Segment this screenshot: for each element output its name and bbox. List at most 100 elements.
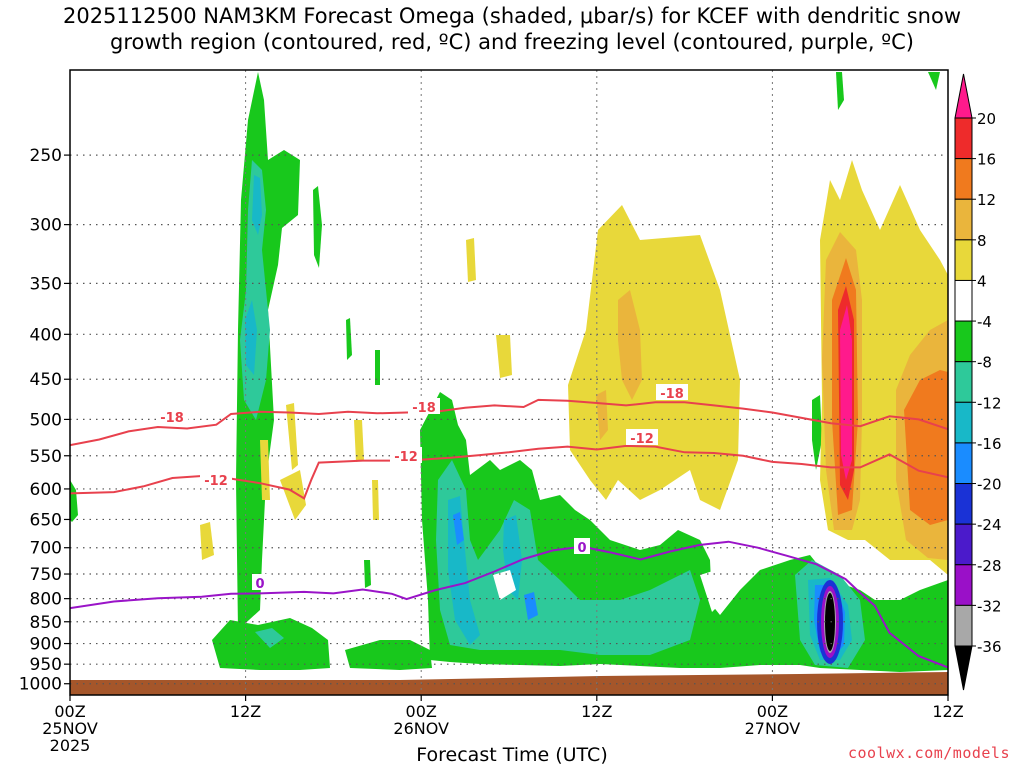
y-tick-label: 650: [30, 510, 62, 530]
colorbar-label: 8: [977, 232, 987, 250]
colorbar-swatch: [954, 361, 973, 403]
credit-text: coolwx.com/models: [847, 744, 1010, 762]
x-axis-label: Forecast Time (UTC): [416, 744, 608, 766]
omega-area-green: [313, 186, 322, 268]
colorbar-swatch: [954, 483, 973, 525]
contour-label: -18: [412, 401, 436, 416]
colorbar-swatch: [954, 73, 973, 119]
y-tick-label: 750: [30, 565, 62, 585]
omega-gap: [493, 570, 516, 600]
colorbar-label: -32: [977, 597, 1002, 615]
contour-line-0: [70, 540, 948, 669]
omega-area-green: [346, 318, 352, 360]
omega-area-blue: [453, 512, 464, 545]
omega-area-yellow: [280, 470, 306, 520]
omega-area-teal: [255, 628, 284, 648]
x-tick-label: 27NOV: [745, 719, 801, 738]
x-tick-label: 2025: [50, 736, 91, 755]
contour-label: -12: [204, 474, 228, 489]
contour-label-bg: [156, 408, 188, 424]
omega-area-yellow: [354, 420, 364, 462]
omega-area-blue: [524, 592, 538, 620]
contour-label: -18: [160, 411, 184, 426]
omega-area-yellow: [372, 480, 379, 520]
omega-area-yellow: [568, 205, 740, 510]
omega-area-green: [70, 480, 78, 522]
omega-shading: [70, 72, 948, 672]
colorbar-label: -4: [977, 313, 992, 331]
y-tick-label: 400: [30, 325, 62, 345]
colorbar-swatch: [954, 645, 973, 691]
contour-label: 0: [577, 541, 586, 556]
colorbar-label: -12: [977, 394, 1002, 412]
colorbar-swatch: [954, 442, 973, 485]
contour-line--18: [70, 398, 948, 447]
x-tick-label: 00Z: [757, 702, 788, 721]
omega-area-cyan: [245, 300, 257, 375]
colorbar-label: -28: [977, 557, 1002, 575]
y-tick-label: 250: [30, 146, 62, 166]
omega-area-green: [345, 640, 432, 670]
omega-area-pink: [840, 305, 852, 480]
omega-area-yellow: [200, 522, 214, 560]
omega-area-teal: [436, 460, 700, 655]
y-tick-label: 600: [30, 480, 62, 500]
contour-label-bg: [200, 471, 232, 487]
omega-area-black: [825, 593, 835, 651]
colorbar-swatch: [954, 117, 973, 160]
omega-area-green: [812, 395, 822, 470]
y-tick-label: 550: [30, 447, 62, 467]
contour-label-bg: [656, 384, 688, 400]
y-tick-label: 450: [30, 370, 62, 390]
colorbar-label: 16: [977, 151, 996, 169]
x-tick-label: 26NOV: [393, 719, 449, 738]
contour-label-bg: [626, 429, 658, 445]
colorbar-label: -36: [977, 638, 1002, 656]
colorbar-label: -24: [977, 516, 1002, 534]
colorbar-swatch: [954, 198, 973, 241]
y-tick-label: 500: [30, 410, 62, 430]
colorbar-swatch: [954, 564, 973, 606]
x-tick-label: 12Z: [932, 702, 963, 721]
colorbar-label: 4: [977, 272, 987, 290]
colorbar-swatch: [954, 279, 973, 322]
chart-title-line1: 2025112500 NAM3KM Forecast Omega (shaded…: [62, 4, 962, 28]
x-tick-label: 12Z: [581, 702, 612, 721]
contour-label-bg: [574, 538, 590, 554]
colorbar-swatch: [954, 401, 973, 444]
grid: [70, 70, 948, 695]
omega-area-cyan: [252, 175, 262, 235]
omega-area-green: [928, 72, 940, 90]
y-tick-label: 950: [30, 655, 62, 675]
terrain-surface: [70, 672, 948, 695]
contour-label: -12: [630, 432, 654, 447]
colorbar-label: -20: [977, 476, 1002, 494]
omega-area-green: [836, 72, 844, 110]
colorbar-swatch: [954, 523, 973, 566]
contour-label-bg: [390, 447, 422, 463]
omega-area-orange: [618, 290, 642, 400]
colorbar-swatch: [954, 158, 973, 200]
colorbar-label: 20: [977, 110, 996, 128]
omega-area-darkorange: [904, 370, 948, 525]
omega-gap: [700, 570, 724, 612]
colorbar-label: -16: [977, 435, 1002, 453]
contour-label-bg: [408, 398, 440, 414]
y-tick-label: 700: [30, 539, 62, 559]
y-tick-label: 850: [30, 613, 62, 633]
y-tick-label: 1000: [19, 675, 62, 695]
omega-area-yellow: [466, 238, 476, 282]
contour-label: -12: [394, 450, 418, 465]
colorbar: 20 16 12 8 4 -4 -8 -12 -16 -20 -24 -28 -32 -36: [954, 73, 1002, 691]
contour-label: 0: [255, 577, 264, 592]
x-tick-label: 00Z: [406, 702, 437, 721]
y-tick-label: 900: [30, 635, 62, 655]
x-tick-label: 12Z: [230, 702, 261, 721]
contour-labels: -18 -18 -18 -12 -12 -12 0 0: [156, 384, 688, 592]
colorbar-swatch: [954, 604, 973, 647]
colorbar-swatch: [954, 320, 973, 363]
omega-area-yellow: [286, 403, 298, 470]
y-tick-label: 300: [30, 216, 62, 236]
